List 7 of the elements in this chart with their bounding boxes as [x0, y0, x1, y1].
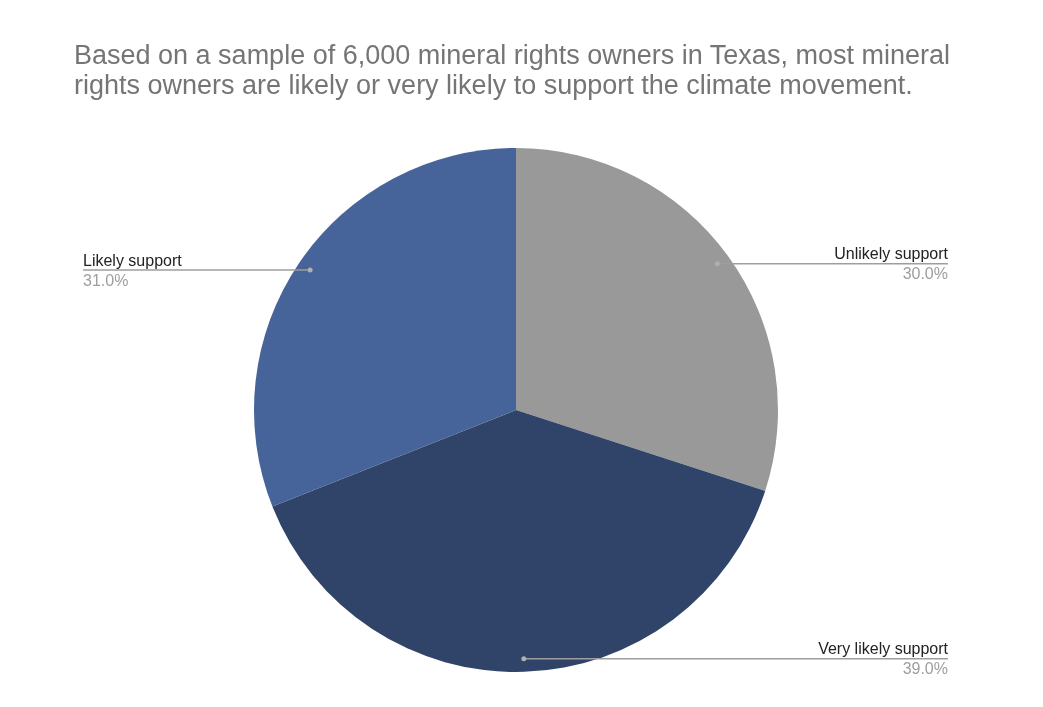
chart-title: Based on a sample of 6,000 mineral rights owners in Texas, most mineral rights owners are likely or very likely to support the climate movement.: [74, 40, 951, 100]
slice-label: Very likely support: [818, 640, 949, 658]
data-label: 30.0%: [902, 265, 948, 283]
slice-label: Unlikely support: [834, 245, 949, 263]
slice-label: Likely support: [83, 251, 183, 269]
data-label: 39.0%: [902, 660, 948, 678]
data-label: 31.0%: [83, 271, 129, 289]
